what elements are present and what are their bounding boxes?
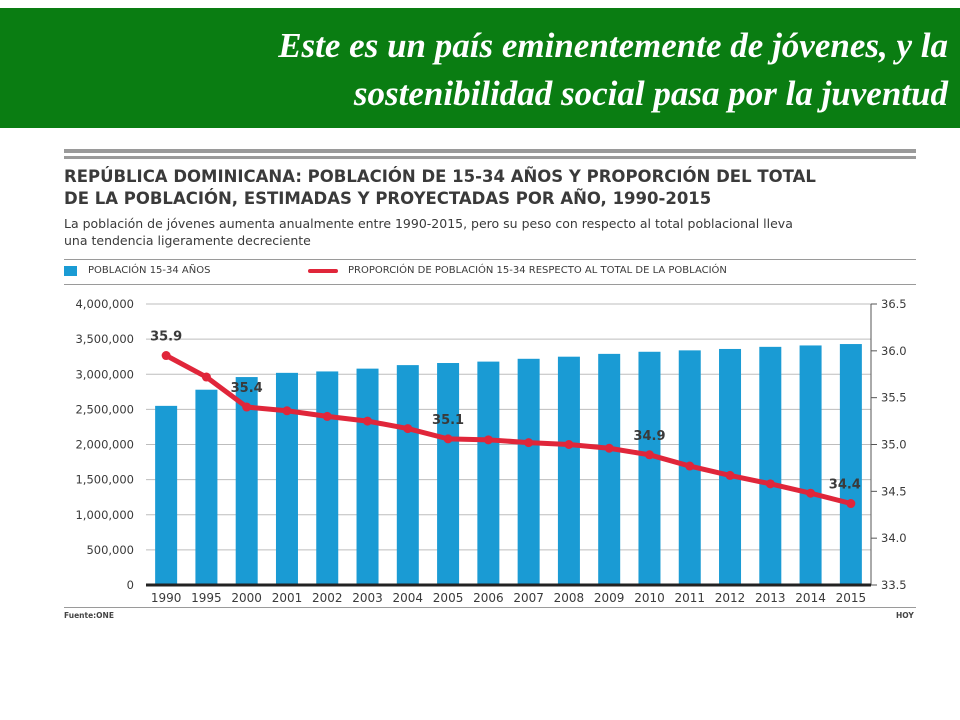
x-tick-label: 2011	[674, 591, 705, 605]
x-tick-label: 2013	[755, 591, 786, 605]
y-right-tick-label: 34.5	[881, 484, 907, 498]
legend-swatch-bar	[64, 266, 77, 276]
bar	[356, 368, 379, 585]
bar	[437, 363, 460, 585]
line-point	[161, 351, 171, 361]
line-point	[443, 434, 453, 444]
x-tick-label: 2015	[836, 591, 867, 605]
bar	[235, 377, 258, 585]
x-tick-label: 2003	[352, 591, 383, 605]
line-point	[201, 372, 211, 382]
x-tick-label: 2002	[312, 591, 343, 605]
bar	[477, 361, 500, 585]
line-point	[846, 499, 856, 509]
legend-label-bar: POBLACIÓN 15-34 AÑOS	[88, 265, 211, 276]
line-point	[524, 438, 534, 448]
y-right-tick-label: 34.0	[881, 531, 907, 545]
y-left-tick-label: 1,500,000	[75, 473, 134, 487]
chart-subtitle-line-2: una tendencia ligeramente decreciente	[64, 233, 311, 248]
x-tick-label: 2000	[231, 591, 262, 605]
data-label: 35.9	[150, 330, 182, 345]
x-tick-label: 2005	[433, 591, 464, 605]
bar	[839, 344, 862, 585]
line-point	[564, 440, 574, 449]
y-left-tick-label: 2,500,000	[75, 402, 134, 416]
x-tick-label: 2004	[393, 591, 424, 605]
x-tick-label: 2007	[513, 591, 544, 605]
bar	[195, 389, 218, 585]
y-right-tick-label: 36.5	[881, 297, 907, 311]
line-point	[604, 443, 614, 453]
line-point	[322, 411, 332, 421]
y-left-tick-label: 1,000,000	[75, 508, 134, 522]
bar	[638, 351, 661, 585]
x-tick-label: 2012	[715, 591, 746, 605]
x-tick-label: 2008	[554, 591, 585, 605]
line-point	[806, 488, 816, 498]
y-right-tick-label: 35.0	[881, 438, 907, 452]
data-label: 34.4	[829, 478, 861, 493]
x-tick-label: 2001	[272, 591, 303, 605]
legend-rule-top	[64, 259, 916, 260]
y-left-tick-label: 3,000,000	[75, 367, 134, 381]
x-tick-label: 2014	[795, 591, 826, 605]
legend-rule-bottom	[64, 284, 916, 285]
chart-subtitle-line-1: La población de jóvenes aumenta anualmen…	[64, 216, 793, 231]
bar	[719, 348, 742, 585]
line-point	[242, 402, 252, 412]
credit-note: HOY	[896, 611, 914, 620]
chart-subtitle: La población de jóvenes aumenta anualmen…	[64, 215, 924, 249]
y-left-tick-label: 2,000,000	[75, 438, 134, 452]
x-tick-label: 2010	[634, 591, 665, 605]
x-tick-label: 2006	[473, 591, 504, 605]
data-label: 35.4	[231, 381, 263, 396]
line-point	[403, 424, 413, 434]
bar	[396, 365, 419, 585]
bar	[557, 356, 580, 585]
y-left-tick-label: 500,000	[86, 543, 134, 557]
bar	[759, 346, 782, 585]
line-point	[644, 450, 654, 460]
y-right-tick-label: 36.0	[881, 344, 907, 358]
line-point	[725, 470, 735, 480]
top-rule	[64, 149, 916, 153]
bar	[316, 371, 339, 585]
bar	[155, 405, 178, 585]
bar	[275, 372, 298, 585]
line-point	[765, 479, 775, 489]
footer-rule	[64, 607, 916, 608]
bar	[799, 345, 822, 585]
chart-legend: POBLACIÓN 15-34 AÑOS PROPORCIÓN DE POBLA…	[64, 263, 924, 279]
source-note: Fuente:ONE	[64, 611, 114, 620]
chart-title: REPÚBLICA DOMINICANA: POBLACIÓN DE 15-34…	[64, 166, 924, 210]
y-left-tick-label: 3,500,000	[75, 332, 134, 346]
proportion-line	[163, 353, 854, 507]
slide-banner: Este es un país eminentemente de jóvenes…	[0, 8, 960, 128]
top-rule-thin	[64, 156, 916, 159]
legend-swatch-line	[308, 269, 338, 273]
data-label: 35.1	[432, 413, 464, 428]
x-tick-label: 1995	[191, 591, 222, 605]
line-point	[685, 461, 695, 471]
line-point	[483, 435, 493, 445]
chart-title-line-2: DE LA POBLACIÓN, ESTIMADAS Y PROYECTADAS…	[64, 189, 712, 208]
line-point	[363, 416, 373, 426]
bar	[598, 353, 621, 585]
line-point	[282, 406, 292, 416]
y-left-tick-label: 0	[127, 578, 134, 592]
y-left-tick-label: 4,000,000	[75, 297, 134, 311]
chart-title-line-1: REPÚBLICA DOMINICANA: POBLACIÓN DE 15-34…	[64, 167, 816, 186]
y-right-tick-label: 33.5	[881, 578, 907, 592]
x-tick-label: 1990	[151, 591, 182, 605]
data-label: 34.9	[633, 429, 665, 444]
slide-headline: Este es un país eminentemente de jóvenes…	[28, 22, 948, 118]
legend-label-line: PROPORCIÓN DE POBLACIÓN 15-34 RESPECTO A…	[348, 265, 727, 276]
headline-line-1: Este es un país eminentemente de jóvenes…	[278, 26, 948, 65]
bar	[517, 358, 540, 585]
y-right-tick-label: 35.5	[881, 391, 907, 405]
x-tick-label: 2009	[594, 591, 625, 605]
headline-line-2: sostenibilidad social pasa por la juvent…	[353, 74, 948, 113]
